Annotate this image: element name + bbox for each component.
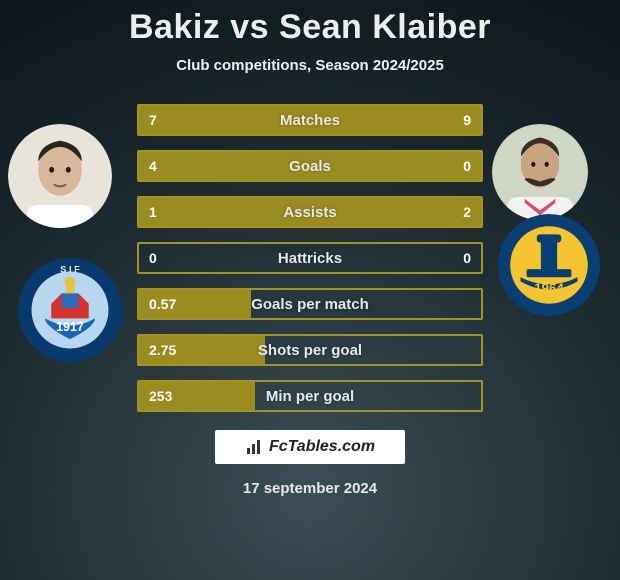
stat-row: 0.57Goals per match xyxy=(137,288,483,320)
stat-label: Shots per goal xyxy=(139,336,481,364)
date-text: 17 september 2024 xyxy=(0,480,620,497)
stat-row: 253Min per goal xyxy=(137,380,483,412)
stat-row: 12Assists xyxy=(137,196,483,228)
svg-text:1917: 1917 xyxy=(56,320,84,334)
subtitle: Club competitions, Season 2024/2025 xyxy=(0,57,620,74)
stat-row: 00Hattricks xyxy=(137,242,483,274)
brand-text: FcTables.com xyxy=(269,438,375,456)
stat-label: Goals xyxy=(139,152,481,180)
club-left-badge: 1917 S I F xyxy=(18,258,122,362)
brand-logo: FcTables.com xyxy=(215,430,405,464)
svg-text:1964: 1964 xyxy=(534,281,564,296)
page-title: Bakiz vs Sean Klaiber xyxy=(0,8,620,47)
stat-row: 2.75Shots per goal xyxy=(137,334,483,366)
club-right-badge: 1964 xyxy=(498,214,600,316)
stat-label: Matches xyxy=(139,106,481,134)
stats-bars: 79Matches 40Goals 12Assists 00Hattricks 0.57… xyxy=(137,104,483,412)
stat-label: Hattricks xyxy=(139,244,481,272)
stat-label: Goals per match xyxy=(139,290,481,318)
stat-label: Min per goal xyxy=(139,382,481,410)
stat-label: Assists xyxy=(139,198,481,226)
stat-row: 40Goals xyxy=(137,150,483,182)
player-right-avatar xyxy=(492,124,588,220)
chart-icon xyxy=(245,438,263,456)
stat-row: 79Matches xyxy=(137,104,483,136)
player-left-avatar xyxy=(8,124,112,228)
svg-text:S I F: S I F xyxy=(60,265,80,275)
